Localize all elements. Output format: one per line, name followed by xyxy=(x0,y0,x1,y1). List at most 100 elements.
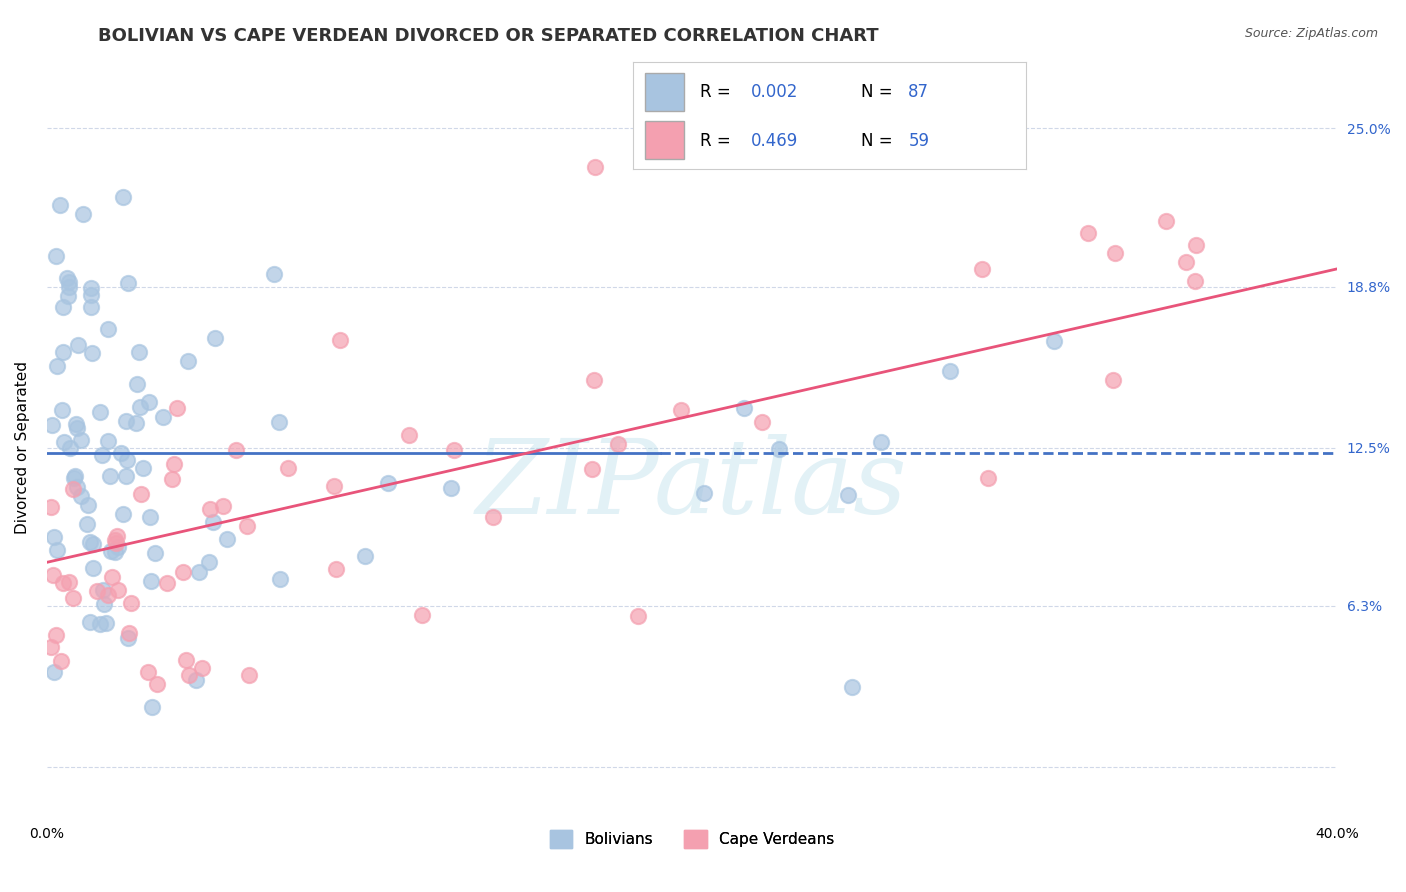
Point xyxy=(65,417,87,431)
Point xyxy=(156,576,179,591)
Point xyxy=(51,403,73,417)
Point xyxy=(277,461,299,475)
Y-axis label: Divorced or Separated: Divorced or Separated xyxy=(15,361,30,534)
Point xyxy=(86,584,108,599)
Point xyxy=(269,572,291,586)
Point xyxy=(110,446,132,460)
Point xyxy=(733,401,755,416)
Point xyxy=(45,249,67,263)
Point xyxy=(870,434,893,449)
Point xyxy=(1104,246,1126,260)
Point xyxy=(188,565,211,579)
Point xyxy=(145,677,167,691)
Point xyxy=(160,471,183,485)
Point xyxy=(69,489,91,503)
Point xyxy=(62,482,84,496)
Point xyxy=(582,373,605,387)
Point xyxy=(94,615,117,630)
Point xyxy=(39,500,62,514)
Point xyxy=(76,517,98,532)
Point xyxy=(80,300,103,314)
Point xyxy=(107,541,129,555)
Point xyxy=(91,582,114,597)
Point xyxy=(93,597,115,611)
Point xyxy=(42,568,65,582)
Point xyxy=(46,359,69,373)
Point xyxy=(325,562,347,576)
Point xyxy=(82,561,104,575)
Point xyxy=(56,271,79,285)
Text: BOLIVIAN VS CAPE VERDEAN DIVORCED OR SEPARATED CORRELATION CHART: BOLIVIAN VS CAPE VERDEAN DIVORCED OR SEP… xyxy=(98,27,879,45)
Point xyxy=(139,509,162,524)
Point xyxy=(63,471,86,485)
Point xyxy=(136,665,159,679)
Point xyxy=(98,468,121,483)
Point xyxy=(138,394,160,409)
Point xyxy=(52,345,75,359)
Point xyxy=(52,300,75,314)
Point xyxy=(105,529,128,543)
Point xyxy=(177,354,200,368)
Point xyxy=(90,448,112,462)
Point xyxy=(111,507,134,521)
Point xyxy=(127,376,149,391)
Text: Source: ZipAtlas.com: Source: ZipAtlas.com xyxy=(1244,27,1378,40)
Point xyxy=(1102,373,1125,387)
Text: ZIPatlas: ZIPatlas xyxy=(477,434,908,535)
Point xyxy=(80,287,103,301)
Point xyxy=(841,680,863,694)
Point xyxy=(939,364,962,378)
Point xyxy=(114,468,136,483)
Point xyxy=(1154,214,1177,228)
Point xyxy=(80,281,103,295)
Point xyxy=(398,428,420,442)
Point xyxy=(179,668,201,682)
Point xyxy=(163,457,186,471)
Point xyxy=(117,632,139,646)
Point xyxy=(45,543,67,558)
Point xyxy=(443,442,465,457)
Point xyxy=(751,415,773,429)
Point xyxy=(129,487,152,501)
Point xyxy=(202,515,225,529)
Point xyxy=(53,434,76,449)
Point xyxy=(172,565,194,579)
Point xyxy=(97,434,120,448)
FancyBboxPatch shape xyxy=(644,73,683,111)
Point xyxy=(97,589,120,603)
Text: R =: R = xyxy=(700,132,735,150)
Point xyxy=(269,415,291,429)
Point xyxy=(141,699,163,714)
Point xyxy=(101,570,124,584)
Legend: Bolivians, Cape Verdeans: Bolivians, Cape Verdeans xyxy=(544,823,841,855)
Point xyxy=(112,189,135,203)
Point xyxy=(128,345,150,359)
Point xyxy=(972,261,994,276)
Point xyxy=(118,626,141,640)
FancyBboxPatch shape xyxy=(644,121,683,159)
Point xyxy=(212,499,235,513)
Point xyxy=(39,640,62,654)
Point xyxy=(184,673,207,687)
Point xyxy=(583,160,606,174)
Point xyxy=(82,537,104,551)
Point xyxy=(115,452,138,467)
Text: 0.469: 0.469 xyxy=(751,132,799,150)
Point xyxy=(59,442,82,456)
Point xyxy=(1077,227,1099,241)
Point xyxy=(769,113,792,128)
Point xyxy=(238,667,260,681)
Point xyxy=(89,617,111,632)
Point xyxy=(1184,237,1206,252)
Point xyxy=(217,532,239,546)
Point xyxy=(768,442,790,457)
Point xyxy=(152,410,174,425)
Point xyxy=(63,468,86,483)
Point xyxy=(97,322,120,336)
Text: N =: N = xyxy=(860,84,898,102)
Point xyxy=(139,574,162,588)
Point xyxy=(125,417,148,431)
Point xyxy=(977,471,1000,485)
Point xyxy=(329,334,352,348)
Point xyxy=(198,502,221,516)
